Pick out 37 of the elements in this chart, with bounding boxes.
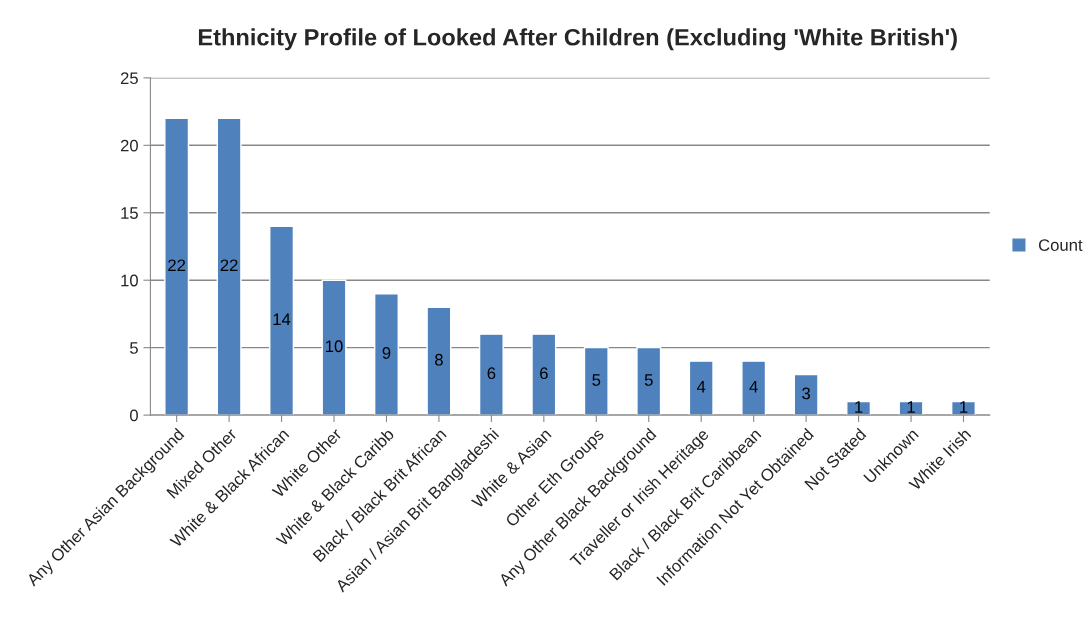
data-label: 4 [696, 380, 706, 393]
bar [636, 346, 662, 416]
bar [688, 360, 714, 416]
data-label: 6 [540, 367, 548, 380]
bar [426, 306, 452, 416]
bar [269, 225, 295, 416]
data-label: 5 [644, 374, 653, 386]
bar [478, 333, 504, 416]
data-label: 4 [749, 380, 758, 393]
data-label: 10 [326, 340, 343, 353]
y-tick-label: 25 [120, 72, 138, 85]
data-label: 22 [168, 259, 186, 272]
data-label: 1 [907, 401, 915, 413]
data-label: 1 [960, 401, 968, 413]
bar [793, 373, 819, 416]
chart-title: Ethnicity Profile of Looked After Children (Excluding 'White British') [198, 28, 957, 51]
data-label: 22 [220, 259, 238, 272]
legend-label: Count [1038, 239, 1083, 251]
bar [164, 117, 190, 416]
bar [373, 293, 399, 416]
data-label: 8 [435, 353, 443, 366]
y-tick-label: 5 [130, 342, 138, 354]
data-label: 3 [802, 387, 811, 400]
data-label: 5 [592, 374, 601, 386]
data-label: 1 [855, 401, 863, 413]
bar [216, 117, 242, 416]
y-tick-label: 0 [130, 409, 138, 422]
bar [531, 333, 557, 416]
y-tick-label: 20 [120, 139, 138, 152]
data-label: 14 [273, 313, 291, 325]
bar [741, 360, 767, 416]
y-tick-label: 15 [121, 207, 138, 219]
data-label: 9 [382, 347, 391, 359]
bar [583, 346, 609, 416]
y-tick-label: 10 [121, 274, 138, 287]
data-label: 6 [487, 367, 496, 380]
bar [321, 279, 347, 416]
